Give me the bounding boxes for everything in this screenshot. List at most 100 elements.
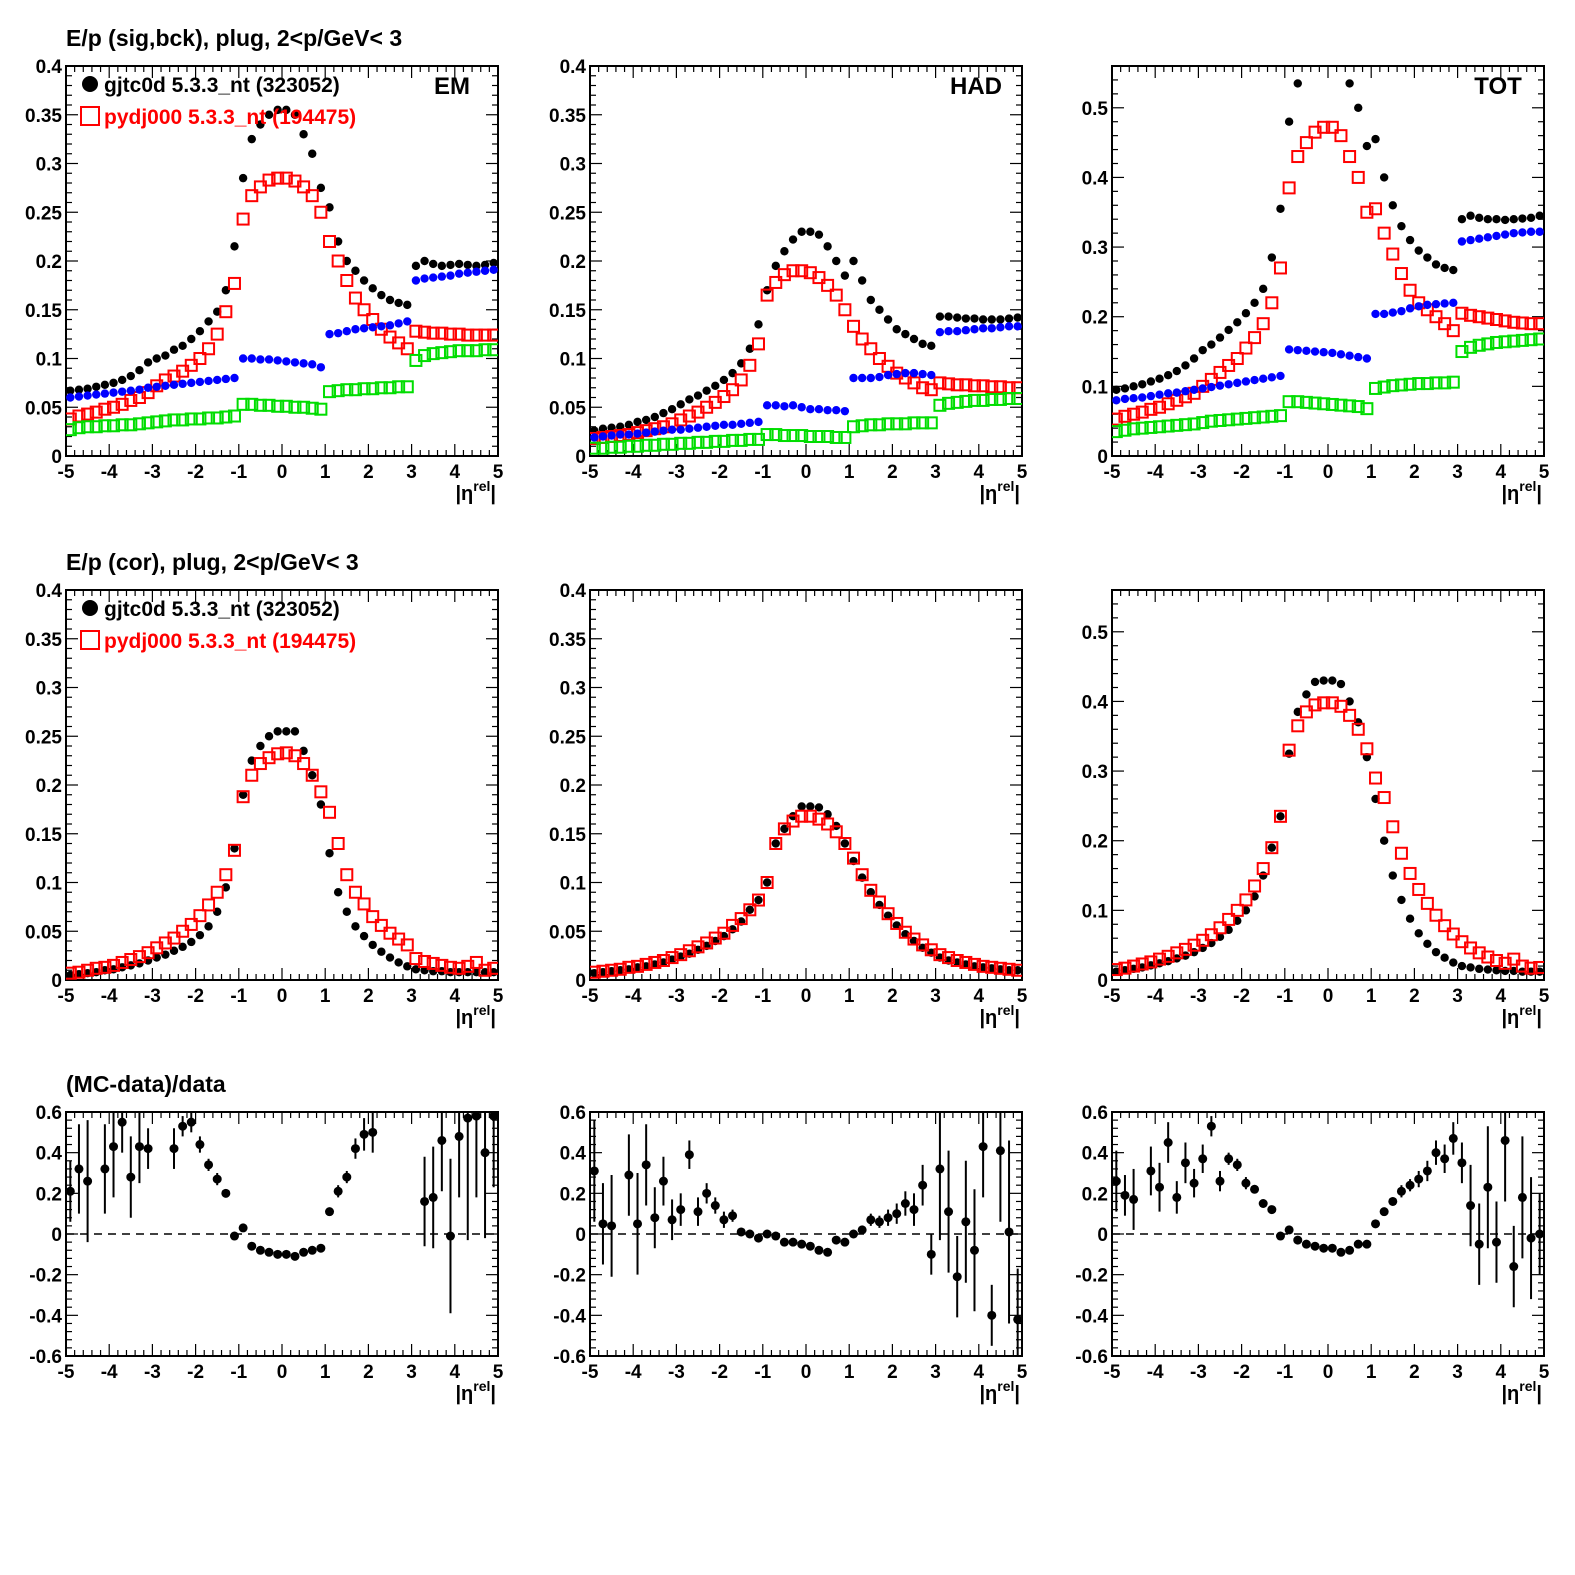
x-tick-label: -1	[230, 1362, 247, 1383]
data-point-square	[461, 344, 475, 358]
data-point-circle	[849, 1229, 859, 1239]
data-point-circle	[385, 953, 395, 962]
plot-frame	[589, 589, 1023, 981]
data-point-square	[838, 430, 852, 444]
data-point-circle	[368, 323, 377, 332]
data-point-circle	[238, 354, 248, 363]
x-tick-label: -4	[625, 1362, 642, 1383]
data-point-square	[487, 961, 498, 975]
data-point-circle	[359, 276, 369, 285]
data-point-square	[803, 430, 817, 443]
data-point-circle	[178, 341, 187, 351]
data-point-square	[717, 926, 731, 940]
data-point-circle	[454, 259, 464, 269]
data-point-circle	[471, 1112, 481, 1121]
data-point-circle	[1518, 228, 1527, 237]
data-marks	[66, 727, 498, 980]
data-point-square	[1515, 959, 1529, 973]
data-point-circle	[745, 1229, 755, 1239]
x-tick-label: 1	[844, 986, 855, 1007]
data-point-circle	[1250, 298, 1259, 307]
data-point-square	[769, 275, 783, 289]
data-point-circle	[230, 242, 239, 251]
data-marks	[590, 1112, 1022, 1356]
data-point-circle	[1276, 371, 1285, 381]
data-point-circle	[1492, 966, 1501, 975]
data-point-circle	[676, 425, 685, 434]
data-point-circle	[213, 907, 222, 916]
chart-panel: -5 -4 -3 -2 -1 0 1 2 3 4 5 -0.6 -0.4 -0.2 0 0.2 0.4 0.6 |η…	[1075, 1103, 1549, 1405]
data-point-circle	[1198, 345, 1207, 355]
data-point-square	[323, 385, 337, 399]
data-point-square	[167, 413, 181, 427]
panel-title: (MC-data)/data	[66, 1071, 226, 1097]
data-point-square	[435, 958, 449, 972]
x-tick-label: -2	[1233, 462, 1250, 483]
y-tick-label: -0.2	[29, 1266, 62, 1287]
data-point-circle	[308, 149, 317, 158]
y-tick-label: -0.2	[553, 1266, 586, 1287]
data-point-circle	[702, 1188, 712, 1198]
data-point-circle	[307, 1245, 317, 1255]
data-point-square	[1507, 952, 1521, 966]
x-tick-label: 5	[493, 1362, 504, 1383]
data-point-square	[1455, 306, 1469, 320]
x-axis-title: |ηrel|	[979, 1378, 1020, 1405]
data-point-circle	[204, 376, 213, 386]
data-point-circle	[1112, 967, 1121, 976]
data-point-circle	[1163, 371, 1173, 380]
data-point-circle	[1163, 389, 1173, 398]
data-point-circle	[1414, 1174, 1424, 1184]
data-point-circle	[1457, 1158, 1467, 1168]
data-point-circle	[1284, 117, 1294, 126]
data-point-circle	[1337, 51, 1345, 59]
x-tick-label: -5	[1104, 462, 1121, 483]
data-point-circle	[711, 421, 720, 430]
data-point-circle	[1004, 1227, 1014, 1237]
data-point-circle	[900, 1199, 910, 1208]
legend-marker-square	[80, 630, 100, 650]
y-tick-label: 0.25	[549, 203, 586, 224]
data-point-square	[107, 958, 121, 972]
y-tick-label: 0.3	[560, 155, 586, 176]
data-point-circle	[590, 433, 599, 442]
data-point-circle	[221, 286, 231, 295]
data-point-circle	[1129, 393, 1138, 403]
data-point-circle	[1475, 234, 1484, 243]
data-point-square	[786, 429, 800, 443]
data-point-circle	[1466, 963, 1475, 972]
data-point-circle	[117, 375, 127, 385]
data-point-circle	[420, 274, 429, 283]
data-point-square	[1178, 418, 1192, 432]
data-point-square	[1325, 120, 1339, 134]
data-point-circle	[598, 968, 608, 977]
x-tick-label: -4	[101, 1362, 118, 1383]
x-tick-label: -2	[187, 986, 204, 1007]
data-point-square	[942, 951, 956, 965]
data-point-square	[1533, 960, 1544, 974]
data-point-square	[400, 342, 414, 356]
data-point-square	[1438, 376, 1452, 390]
data-point-circle	[1189, 385, 1199, 395]
data-point-circle	[1328, 676, 1337, 685]
data-point-square	[219, 305, 233, 319]
data-point-circle	[935, 1164, 945, 1174]
data-point-square	[1213, 365, 1227, 379]
y-tick-label: 0.3	[1082, 238, 1108, 259]
data-point-square	[1343, 399, 1357, 413]
data-point-square	[812, 271, 826, 285]
data-point-circle	[213, 375, 222, 385]
x-tick-label: -5	[582, 1362, 599, 1383]
data-point-circle	[1423, 939, 1432, 948]
x-tick-label: 1	[844, 462, 855, 483]
data-point-square	[648, 955, 662, 969]
data-point-square	[158, 414, 172, 428]
data-point-square	[245, 768, 259, 782]
data-point-square	[708, 434, 722, 448]
data-point-square	[1403, 866, 1417, 880]
data-point-square	[950, 395, 964, 409]
data-point-circle	[74, 392, 84, 401]
x-tick-label: -5	[1104, 986, 1121, 1007]
y-tick-label: 0.4	[36, 1144, 63, 1165]
